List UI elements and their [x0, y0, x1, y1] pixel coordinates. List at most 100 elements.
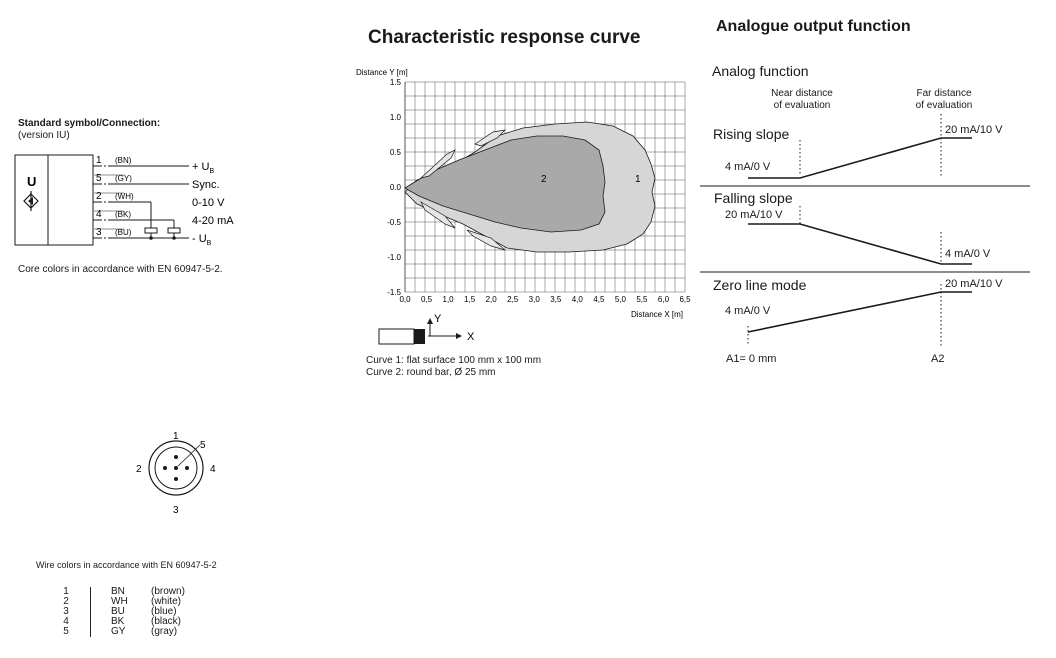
- connector-pin-label: 5: [200, 440, 206, 451]
- pin-number: 5: [96, 173, 102, 184]
- connector-pin-label: 2: [136, 464, 142, 475]
- zero-line-title: Zero line mode: [713, 277, 807, 293]
- x-tick-label: 0,5: [421, 295, 433, 304]
- rising-slope-title: Rising slope: [713, 126, 790, 142]
- table-row: 2 WH (white): [48, 597, 328, 607]
- sensor-icon: [378, 328, 425, 345]
- far-distance-label: Far distance of evaluation: [894, 88, 994, 112]
- connector-pinout: 1 5 2 4 3: [136, 431, 216, 516]
- pin-label: - UB: [192, 233, 212, 247]
- x-tick-label: 1,0: [443, 295, 455, 304]
- response-curve-chart: Distance Y [m] 0,0 0,5 1,0 1,5 2,0 2,5 3,0 3,5 4…: [356, 68, 691, 345]
- analog-subtitle: Analog function: [712, 63, 809, 79]
- near-label-line: of evaluation: [773, 100, 831, 111]
- near-distance-label: Near distance of evaluation: [752, 88, 852, 112]
- pin-label: Sync.: [192, 179, 220, 191]
- x-tick-label: 6,5: [679, 295, 691, 304]
- wire-name: (brown): [151, 586, 185, 597]
- wire-name: (gray): [151, 626, 178, 637]
- wire-code: WH: [111, 596, 128, 607]
- y-tick-label: -1.0: [387, 253, 401, 262]
- connector-pin-label: 1: [173, 431, 179, 442]
- pin-color: (BU): [115, 228, 132, 237]
- wire-name: (black): [151, 616, 182, 627]
- connector-pin-label: 4: [210, 464, 216, 475]
- curve-2-area: [404, 135, 606, 233]
- wire-code: BK: [111, 616, 125, 627]
- near-label-line: Near distance: [771, 88, 833, 99]
- wire-code: BU: [111, 606, 125, 617]
- pin-number: 2: [96, 191, 102, 202]
- rising-low-label: 4 mA/0 V: [725, 161, 771, 173]
- connection-title: Standard symbol/Connection:: [18, 118, 161, 129]
- connection-symbol: U 1 5 2 4 3 (BN) (GY) (WH): [14, 154, 234, 247]
- y-tick-label: 1.0: [390, 113, 402, 122]
- wire-num: 5: [63, 626, 69, 637]
- connector-pin-label: 3: [173, 505, 179, 516]
- x-tick-label: 4,0: [572, 295, 584, 304]
- y-axis-label: Distance Y [m]: [356, 68, 408, 77]
- x-tick-labels: 0,0 0,5 1,0 1,5 2,0 2,5 3,0 3,5 4,0 4,5 5,0 5,5 6,0 6…: [399, 295, 691, 304]
- connection-version: (version IU): [18, 130, 70, 141]
- axis-y-letter: Y: [434, 313, 442, 325]
- x-tick-label: 3,5: [550, 295, 562, 304]
- x-tick-label: 5,0: [615, 295, 627, 304]
- rising-high-label: 20 mA/10 V: [945, 124, 1003, 136]
- a2-label: A2: [931, 353, 945, 365]
- curve-label: 2: [541, 174, 547, 185]
- far-label-line: of evaluation: [915, 100, 973, 111]
- table-row: 5 GY (gray): [48, 627, 328, 637]
- pin-label: + UB: [192, 161, 214, 175]
- pin-color: (BN): [115, 156, 132, 165]
- table-row: 1 BN (brown): [48, 587, 328, 597]
- zero-high-label: 20 mA/10 V: [945, 278, 1003, 290]
- x-tick-label: 5,5: [636, 295, 648, 304]
- x-tick-label: 6,0: [658, 295, 670, 304]
- pin-color: (GY): [115, 174, 132, 183]
- falling-low-label: 4 mA/0 V: [945, 248, 991, 260]
- falling-high-label: 20 mA/10 V: [725, 209, 783, 221]
- wire-num: 4: [63, 616, 69, 627]
- table-row: 3 BU (blue): [48, 607, 328, 617]
- x-tick-label: 1,5: [464, 295, 476, 304]
- y-tick-label: 0.0: [390, 183, 402, 192]
- analog-diagram: [700, 114, 1030, 346]
- pin-number: 1: [96, 155, 102, 166]
- core-colors-note: Core colors in accordance with EN 60947-…: [18, 264, 223, 275]
- x-tick-label: 4,5: [593, 295, 605, 304]
- analog-title: Analogue output function: [716, 18, 911, 35]
- table-row: 4 BK (black): [48, 617, 328, 627]
- x-tick-label: 2,5: [507, 295, 519, 304]
- x-tick-label: 2,0: [486, 295, 498, 304]
- zero-line-mode-line: [747, 291, 972, 333]
- lobe-lower-2: [466, 229, 506, 251]
- pin-label: 4-20 mA: [192, 215, 234, 227]
- wire-name: (blue): [151, 606, 177, 617]
- far-label-line: Far distance: [916, 88, 972, 99]
- symbol-letter: U: [27, 174, 36, 189]
- wire-num: 3: [63, 606, 69, 617]
- pin-number: 4: [96, 209, 102, 220]
- axis-x-letter: X: [467, 331, 475, 343]
- wire-code: BN: [111, 586, 125, 597]
- lobe-upper: [420, 149, 456, 179]
- zero-low-label: 4 mA/0 V: [725, 305, 771, 317]
- x-tick-label: 0,0: [399, 295, 411, 304]
- pin-label: 0-10 V: [192, 197, 225, 209]
- sensor-diamond-icon: [23, 191, 39, 211]
- curve-label: 1: [635, 174, 641, 185]
- y-tick-label: 0.5: [390, 148, 402, 157]
- wire-color-table: 1 BN (brown) 2 WH (white) 3 BU (blue) 4 BK (blac…: [48, 587, 328, 637]
- wire-num: 1: [63, 586, 69, 597]
- curve-legend-1: Curve 1: flat surface 100 mm x 100 mm: [366, 355, 542, 366]
- wire-num: 2: [63, 596, 69, 607]
- curve-legend-2: Curve 2: round bar, Ø 25 mm: [366, 367, 496, 378]
- falling-slope-title: Falling slope: [714, 190, 793, 206]
- falling-slope-line: [748, 223, 972, 265]
- pin-color: (WH): [115, 192, 134, 201]
- lobe-upper-2: [474, 129, 507, 147]
- lobe-lower: [420, 201, 456, 229]
- x-tick-label: 3,0: [529, 295, 541, 304]
- rising-slope-line: [748, 137, 972, 179]
- x-axis-label: Distance X [m]: [631, 310, 683, 319]
